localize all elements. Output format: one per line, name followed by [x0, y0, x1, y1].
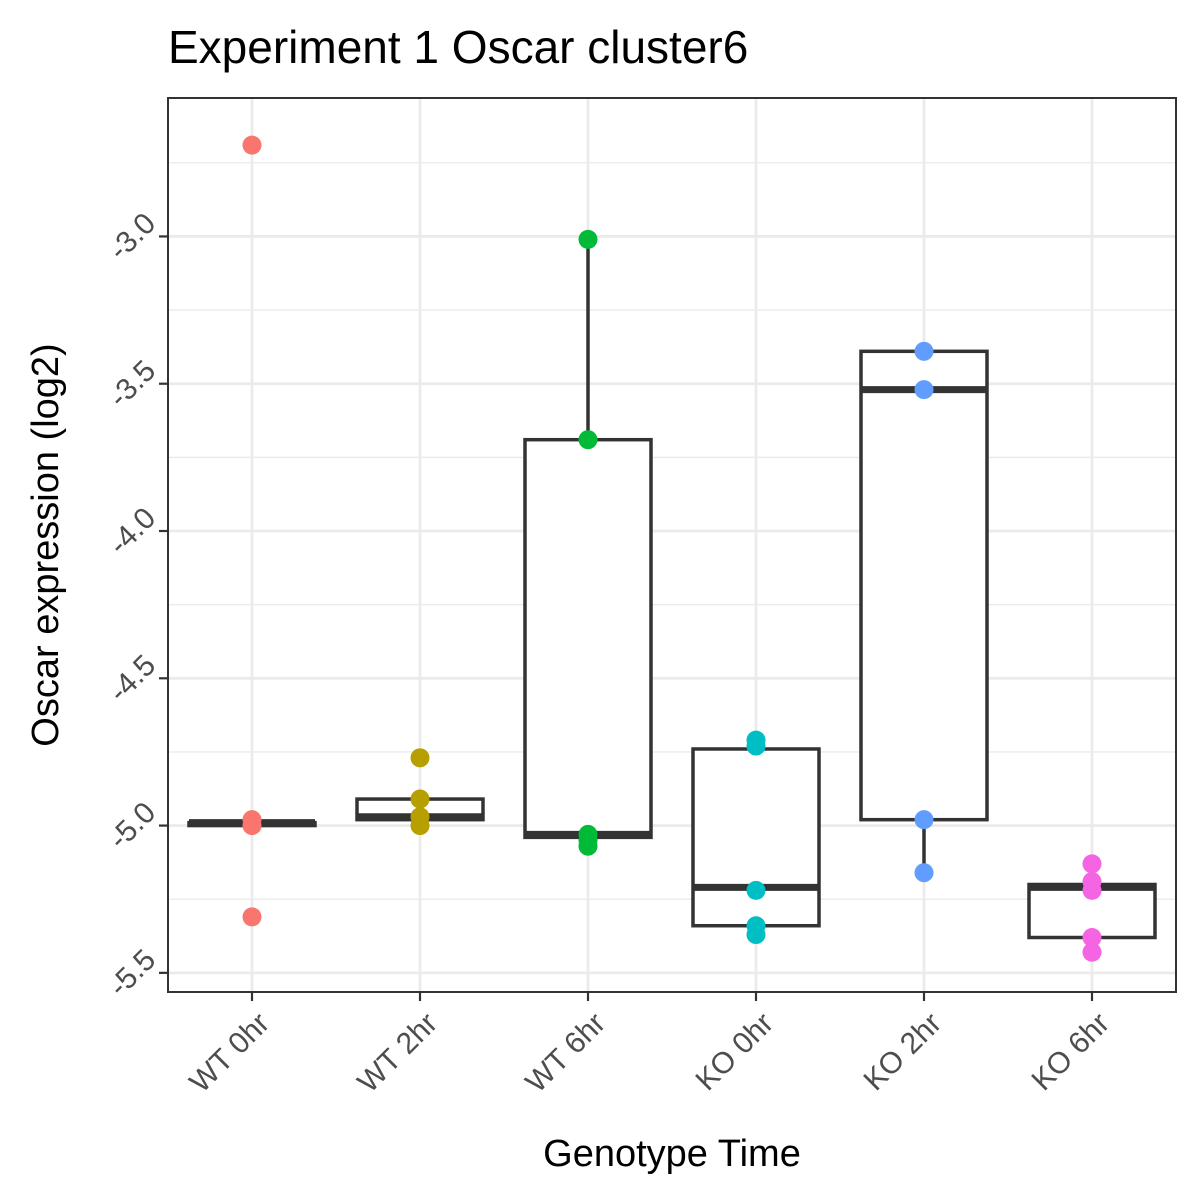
data-point: [1082, 942, 1102, 962]
y-axis-title: Oscar expression (log2): [25, 343, 67, 746]
x-tick-label: WT 2hr: [352, 1007, 444, 1099]
box-body: [859, 349, 989, 822]
data-point: [914, 341, 934, 361]
data-point: [578, 836, 598, 856]
x-tick-label: KO 2hr: [857, 1007, 948, 1098]
x-tick-label: KO 6hr: [1025, 1007, 1116, 1098]
box-ko-2hr: [859, 349, 989, 873]
data-point: [242, 135, 262, 155]
y-tick-label: -5.0: [102, 796, 162, 856]
data-point: [746, 880, 766, 900]
y-tick-label: -5.5: [102, 943, 162, 1003]
y-tick-label: -3.5: [102, 354, 162, 414]
plot-area: -3.0 -3.5 -4.0 -4.5 -5.0 -5.5 WT 0hr WT 2hr WT 6…: [102, 97, 1177, 1099]
data-point: [914, 380, 934, 400]
data-point: [578, 430, 598, 450]
data-point: [1082, 928, 1102, 948]
data-point: [242, 907, 262, 927]
panel-border: [167, 97, 1177, 993]
data-point: [1082, 880, 1102, 900]
y-tick-label: -4.5: [102, 649, 162, 709]
data-point: [578, 229, 598, 249]
x-axis-title: Genotype Time: [543, 1133, 801, 1175]
panel-background: [168, 98, 1176, 992]
x-tick-label: WT 0hr: [184, 1007, 276, 1099]
data-point: [914, 863, 934, 883]
y-tick-label: -4.0: [102, 501, 162, 561]
x-tick-label: WT 6hr: [520, 1007, 612, 1099]
data-point: [1082, 854, 1102, 874]
x-tick-label: KO 0hr: [689, 1007, 780, 1098]
data-point: [410, 789, 430, 809]
data-point: [242, 816, 262, 836]
data-point: [410, 748, 430, 768]
data-point: [914, 810, 934, 830]
y-tick-label: -3.0: [102, 207, 162, 267]
box-body: [523, 437, 653, 840]
data-point: [410, 816, 430, 836]
chart-title: Experiment 1 Oscar cluster6: [168, 21, 748, 73]
data-point: [746, 736, 766, 756]
data-point: [746, 925, 766, 945]
